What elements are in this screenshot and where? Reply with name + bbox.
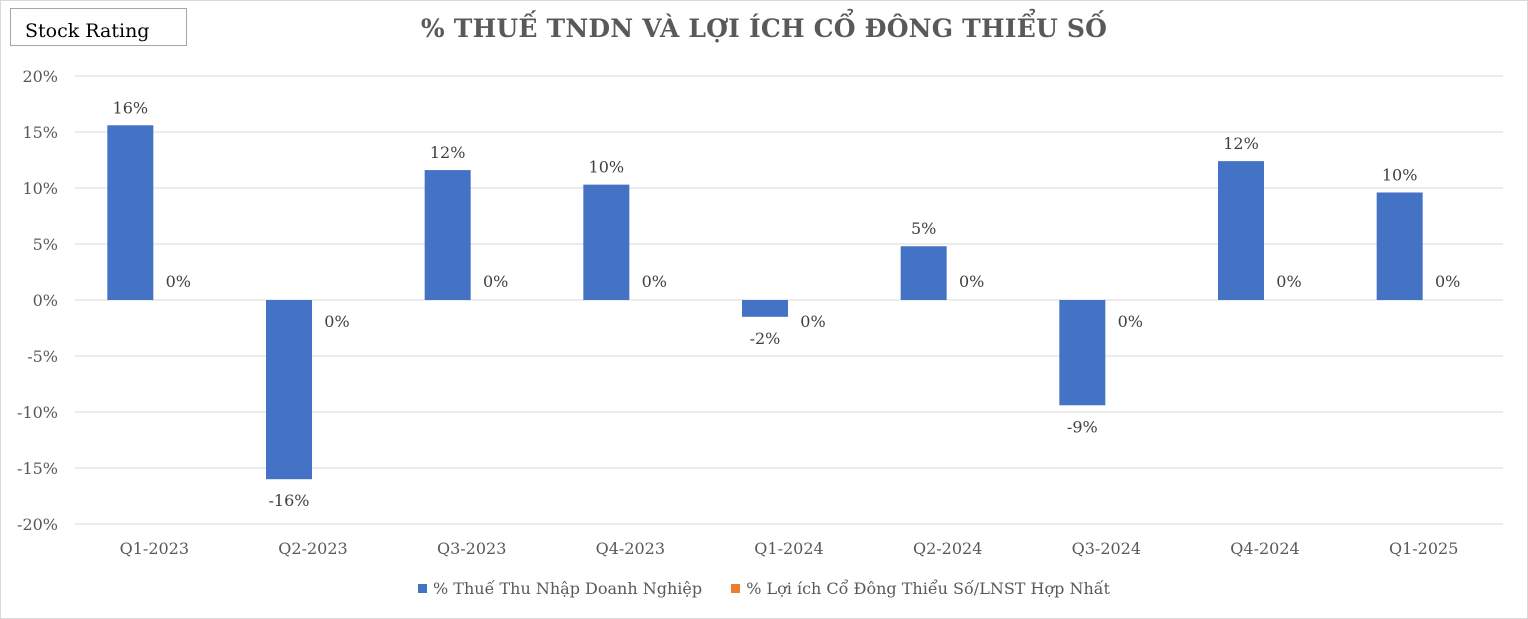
bar-series-1	[900, 246, 947, 300]
y-tick-label: -20%	[17, 515, 58, 534]
x-tick-label: Q2-2024	[913, 539, 982, 558]
legend-label-series-1: % Thuế Thu Nhập Doanh Nghiệp	[433, 579, 703, 598]
data-label-series-1: -9%	[1067, 417, 1098, 436]
y-tick-label: 20%	[22, 67, 58, 86]
data-label-series-1: 5%	[911, 219, 936, 238]
y-tick-label: 5%	[33, 235, 58, 254]
data-label-series-1: 10%	[589, 158, 625, 177]
x-tick-label: Q4-2024	[1230, 539, 1299, 558]
legend-swatch-series-2	[731, 584, 741, 593]
bar-series-1	[424, 170, 471, 300]
x-tick-label: Q1-2025	[1389, 539, 1458, 558]
y-tick-label: -10%	[17, 403, 58, 422]
bar-series-1	[583, 184, 630, 300]
data-label-series-2: 0%	[959, 272, 984, 291]
y-tick-label: -15%	[17, 459, 58, 478]
data-label-series-1: 10%	[1382, 165, 1418, 184]
x-tick-label: Q2-2023	[278, 539, 347, 558]
legend-swatch-series-1	[418, 584, 427, 593]
data-label-series-2: 0%	[324, 312, 349, 331]
data-label-series-2: 0%	[166, 272, 191, 291]
data-label-series-1: -2%	[750, 329, 781, 348]
legend-label-series-2: % Lợi ích Cổ Đông Thiểu Số/LNST Hợp Nhất	[746, 579, 1110, 598]
bar-series-1	[1059, 300, 1106, 406]
data-label-series-1: -16%	[269, 491, 310, 510]
legend-item-series-1: % Thuế Thu Nhập Doanh Nghiệp	[418, 579, 702, 598]
x-tick-label: Q1-2024	[754, 539, 823, 558]
x-tick-label: Q3-2023	[437, 539, 506, 558]
x-tick-label: Q3-2024	[1072, 539, 1141, 558]
bar-series-1	[1218, 161, 1264, 300]
y-tick-label: -5%	[27, 347, 58, 366]
data-label-series-1: 16%	[113, 98, 149, 117]
y-tick-label: 0%	[33, 291, 58, 310]
bar-series-1	[107, 125, 154, 300]
y-tick-label: 10%	[22, 179, 58, 198]
x-tick-label: Q1-2023	[120, 539, 189, 558]
data-label-series-1: 12%	[430, 143, 466, 162]
data-label-series-2: 0%	[483, 272, 508, 291]
stock-rating-badge: Stock Rating	[10, 8, 187, 46]
data-label-series-2: 0%	[1118, 312, 1143, 331]
data-label-series-2: 0%	[800, 312, 825, 331]
chart-title: % THUẾ TNDN VÀ LỢI ÍCH CỔ ĐÔNG THIỂU SỐ	[420, 14, 1108, 43]
bar-series-1	[742, 300, 788, 317]
bar-series-1	[1376, 192, 1423, 300]
data-label-series-2: 0%	[642, 272, 667, 291]
x-tick-label: Q4-2023	[596, 539, 665, 558]
data-label-series-2: 0%	[1435, 272, 1460, 291]
data-label-series-1: 12%	[1223, 134, 1259, 153]
y-tick-label: 15%	[22, 123, 58, 142]
chart-legend: % Thuế Thu Nhập Doanh Nghiệp % Lợi ích C…	[0, 578, 1528, 598]
legend-item-series-2: % Lợi ích Cổ Đông Thiểu Số/LNST Hợp Nhất	[731, 579, 1110, 598]
data-label-series-2: 0%	[1276, 272, 1301, 291]
bar-series-1	[266, 300, 312, 480]
